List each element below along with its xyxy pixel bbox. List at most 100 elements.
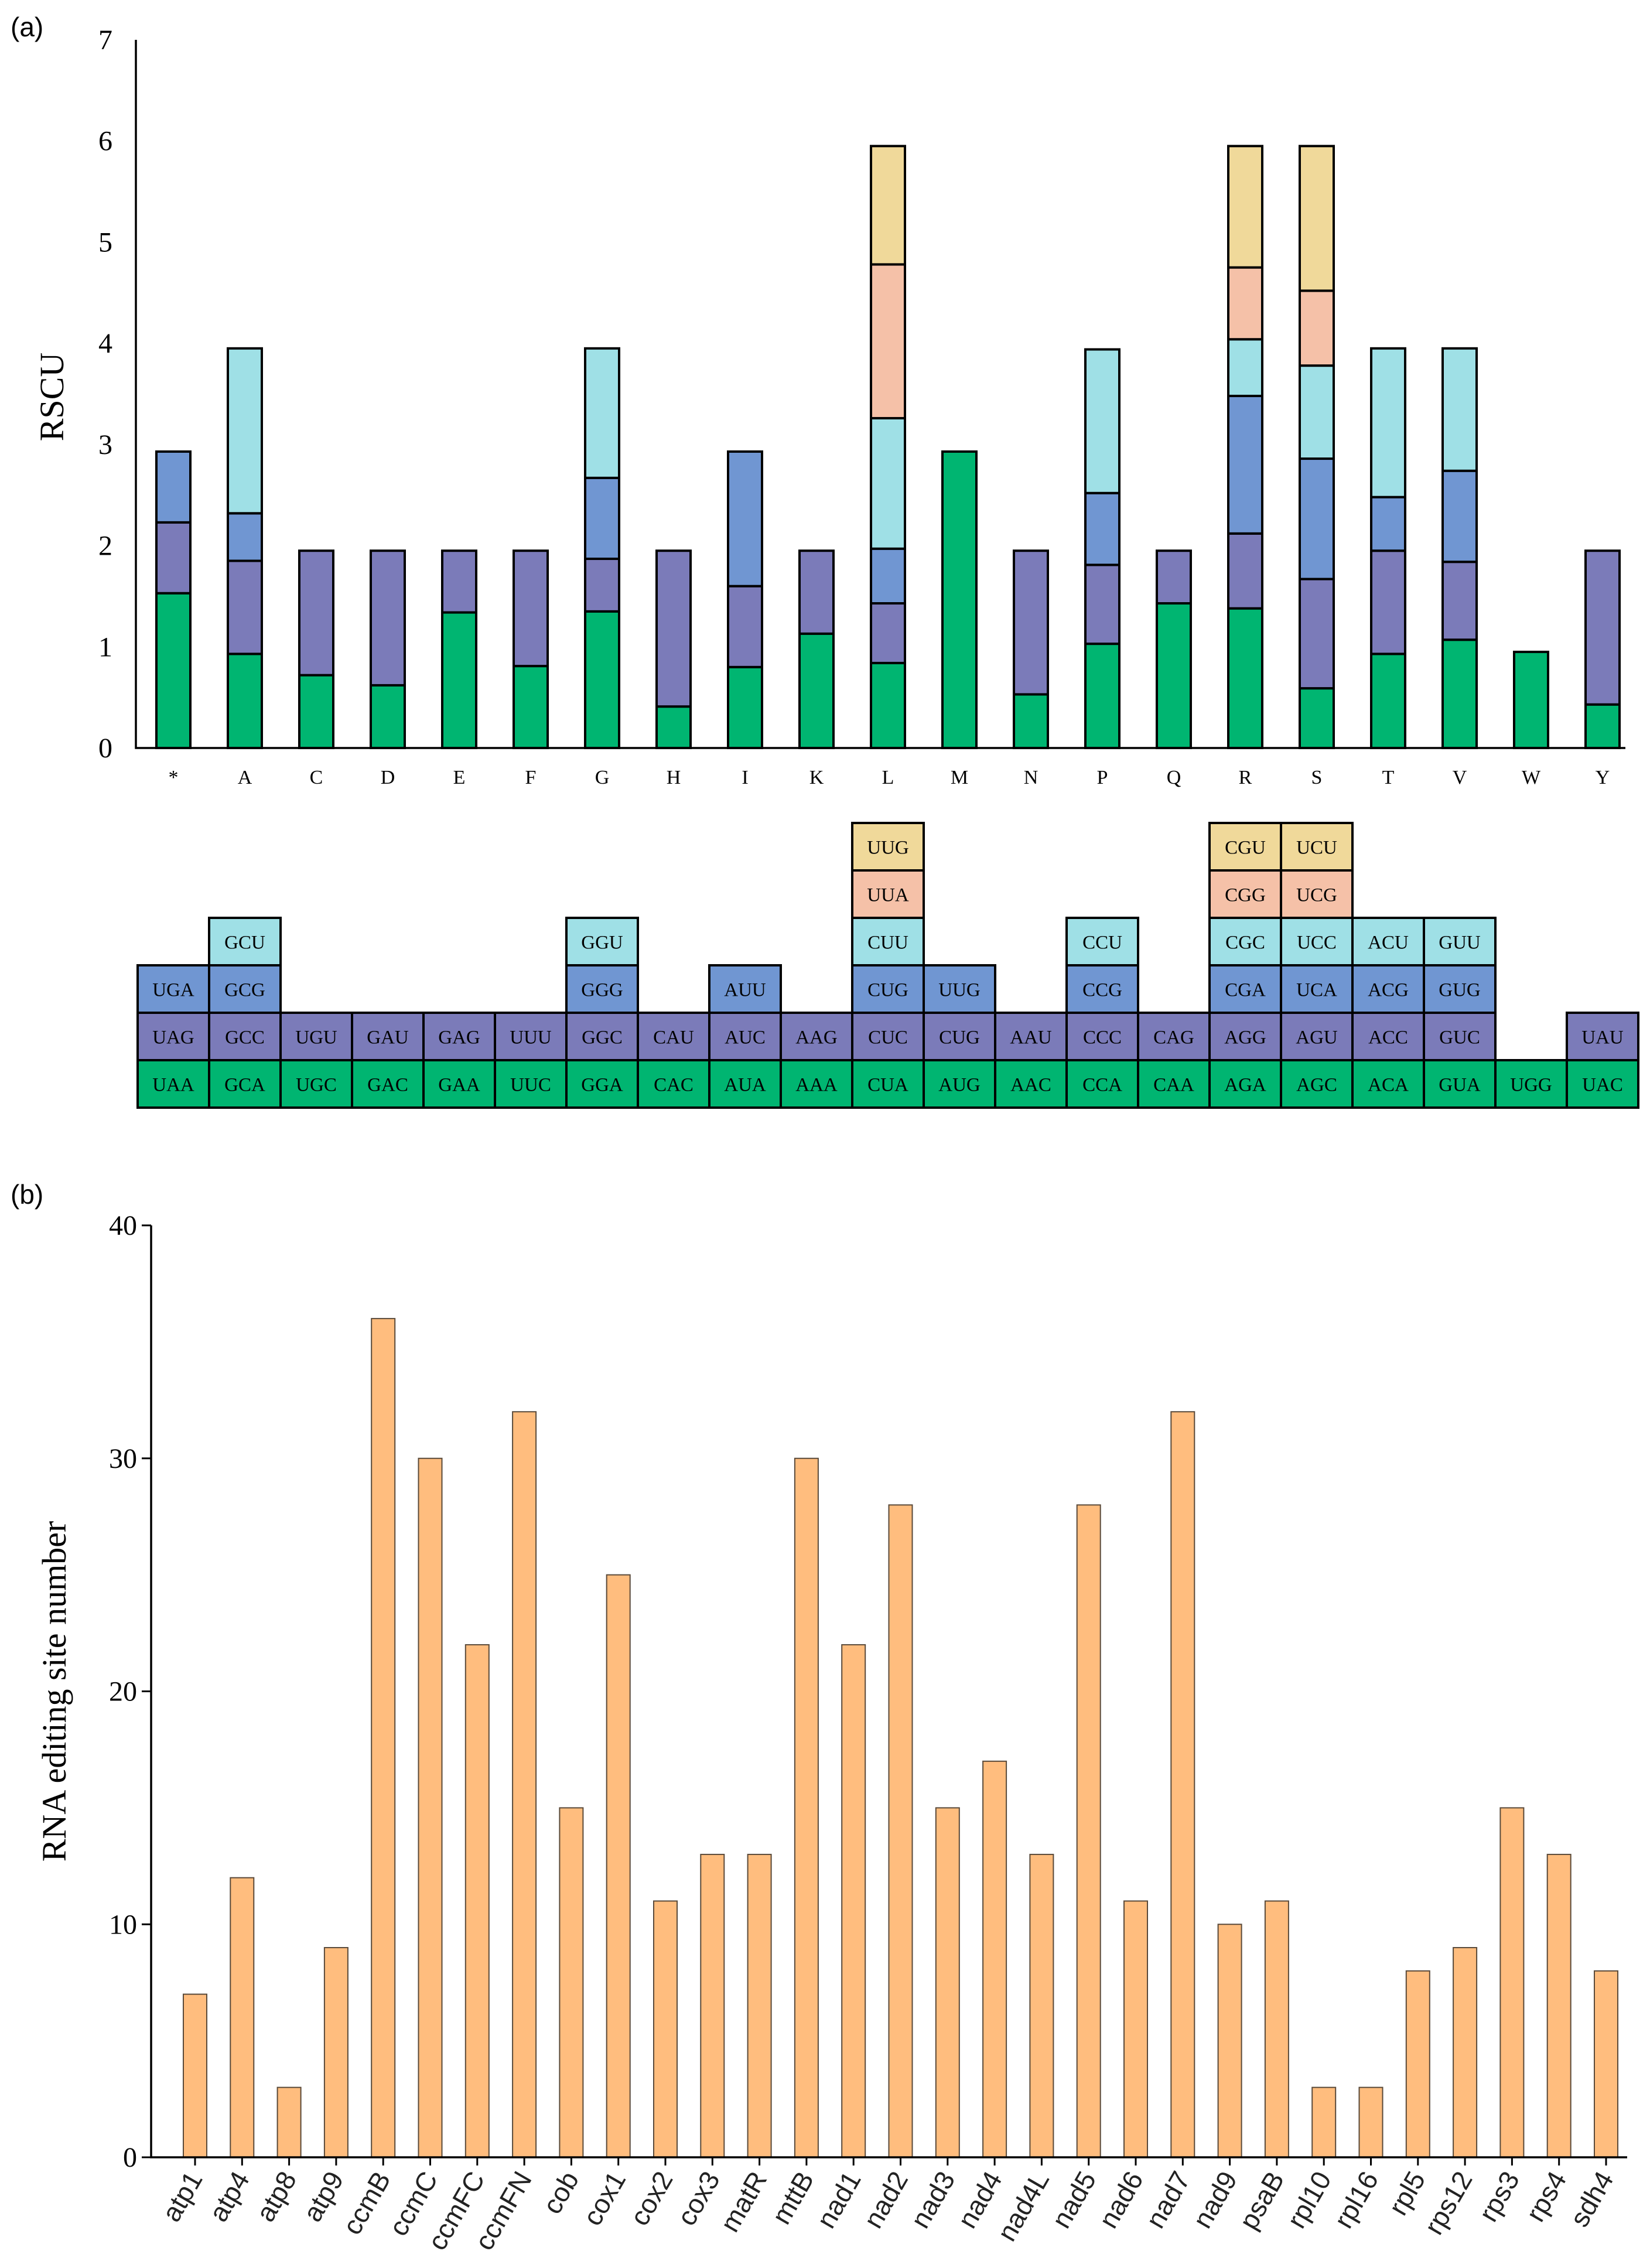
- codon-cell: [851, 917, 925, 966]
- rscu-bar-segment: [1299, 578, 1335, 690]
- codon-label: UUC: [510, 1075, 551, 1096]
- rscu-x-tick-label: C: [310, 767, 323, 788]
- codon-label: GCU: [224, 933, 265, 954]
- codon-label: GUU: [1439, 933, 1481, 954]
- rscu-bar-segment: [370, 549, 406, 686]
- rscu-x-tick-label: *: [169, 767, 179, 788]
- codon-cell: [565, 1012, 639, 1061]
- codon-label: CGC: [1225, 933, 1265, 954]
- rscu-bar-segment: [513, 665, 549, 750]
- rscu-bar-segment: [584, 476, 620, 561]
- codon-table: UAA UAG UGA GCA GCC GCG GCU UGC UGU GAC GAU GAA GAG U…: [136, 822, 1639, 1109]
- editing-x-tick-label: matR: [714, 2166, 773, 2237]
- codon-label: ACA: [1368, 1075, 1409, 1096]
- codon-label: CGA: [1225, 980, 1266, 1001]
- codon-cell: [1351, 1059, 1425, 1109]
- codon-label: CUA: [867, 1075, 908, 1096]
- editing-x-tick-label: cox2: [624, 2166, 679, 2231]
- rscu-y-tick-label: 3: [98, 429, 112, 460]
- codon-cell: [851, 869, 925, 919]
- codon-cell: [637, 1059, 710, 1109]
- editing-x-tick-label: rpl5: [1382, 2166, 1431, 2220]
- codon-label: GGU: [581, 933, 623, 954]
- codon-cell: [1351, 1012, 1425, 1061]
- editing-x-tick-label: mttB: [766, 2166, 819, 2229]
- editing-y-axis-title: RNA editing site number: [35, 1521, 73, 1862]
- rscu-bar-segment: [1441, 638, 1478, 749]
- editing-bar: [1264, 1900, 1289, 2158]
- codon-label: GUG: [1439, 980, 1481, 1001]
- editing-bar: [1358, 2086, 1383, 2158]
- rscu-bar-segment: [1084, 491, 1121, 566]
- codon-label: GCA: [224, 1075, 265, 1096]
- codon-cell: [1280, 869, 1354, 919]
- codon-cell: [565, 964, 639, 1014]
- rscu-bar-segment: [655, 705, 692, 749]
- editing-bar: [1594, 1970, 1618, 2158]
- rscu-y-tick-label: 5: [98, 227, 112, 258]
- rscu-bar-segment: [227, 653, 263, 750]
- rscu-bar-segment: [1584, 703, 1621, 750]
- codon-label: CAU: [653, 1027, 694, 1048]
- rscu-chart: 0 1 2 3 4 5 6 7 * A C D E F G H I K L M N P Q R S T V W Y RSCU: [33, 25, 1625, 788]
- editing-bar: [559, 1807, 584, 2158]
- codon-cell: [208, 964, 282, 1014]
- codon-label: UAC: [1582, 1075, 1623, 1096]
- rscu-bar-segment: [1441, 469, 1478, 563]
- rscu-bar-segment: [870, 145, 906, 266]
- codon-label: AUU: [724, 980, 766, 1001]
- editing-y-tick-label: 10: [109, 1909, 137, 1940]
- editing-bar: [276, 2086, 302, 2158]
- rscu-bar-segment: [227, 512, 263, 562]
- rscu-bar-segment: [1013, 693, 1049, 749]
- rscu-x-tick-label: Q: [1167, 767, 1181, 788]
- codon-label: GUA: [1439, 1075, 1481, 1096]
- codon-label: AGU: [1296, 1027, 1338, 1048]
- codon-cell: [279, 1012, 353, 1061]
- codon-label: UCA: [1296, 980, 1337, 1001]
- rscu-x-tick-label: S: [1311, 767, 1323, 788]
- codon-label: GGC: [582, 1027, 623, 1048]
- codon-label: GCG: [224, 980, 265, 1001]
- codon-label: GAG: [438, 1027, 480, 1048]
- editing-y-tick-label: 20: [109, 1676, 137, 1707]
- codon-label: AAU: [1010, 1027, 1052, 1048]
- rscu-bar-segment: [941, 450, 978, 749]
- rscu-bar-segment: [1156, 602, 1192, 749]
- editing-bar: [841, 1644, 866, 2158]
- editing-bar: [1453, 1947, 1478, 2158]
- rscu-bar-segment: [227, 559, 263, 655]
- rscu-x-tick-label: P: [1097, 767, 1108, 788]
- editing-bar: [464, 1644, 490, 2158]
- codon-label: GGG: [581, 980, 623, 1001]
- rscu-x-tick-label: H: [667, 767, 681, 788]
- codon-label: AUA: [724, 1075, 766, 1096]
- codon-label: ACU: [1368, 933, 1409, 954]
- rscu-bar-segment: [1370, 653, 1406, 750]
- codon-cell: [1208, 917, 1282, 966]
- codon-label: GCC: [225, 1027, 265, 1048]
- codon-cell: [351, 1059, 425, 1109]
- rscu-bar-segment: [870, 602, 906, 664]
- editing-bar: [1499, 1807, 1525, 2158]
- editing-bar: [982, 1760, 1007, 2158]
- rscu-bar-segment: [1299, 457, 1335, 580]
- rscu-bar-segment: [1299, 145, 1335, 292]
- editing-bar: [1217, 1924, 1242, 2158]
- codon-label: CCU: [1082, 933, 1122, 954]
- codon-label: ACG: [1368, 980, 1409, 1001]
- rscu-bar-segment: [155, 521, 192, 595]
- rscu-bar-segment: [1227, 394, 1263, 535]
- rscu-y-tick-label: 6: [98, 126, 112, 157]
- rna-editing-chart: 0 10 20 30 40 atp1atp4atp8atp9ccmBccmCccmFCc…: [35, 1210, 1627, 2255]
- rscu-bar-segment: [298, 674, 334, 750]
- rscu-bar-segment: [584, 347, 620, 479]
- rscu-y-axis-title: RSCU: [33, 353, 71, 442]
- rscu-x-tick-label: I: [742, 767, 748, 788]
- rscu-bar-segment: [727, 585, 763, 668]
- rscu-x-tick-label: K: [809, 767, 824, 788]
- editing-bar: [935, 1807, 960, 2158]
- codon-label: UCG: [1296, 885, 1337, 906]
- editing-y-tick-label: 30: [109, 1443, 137, 1474]
